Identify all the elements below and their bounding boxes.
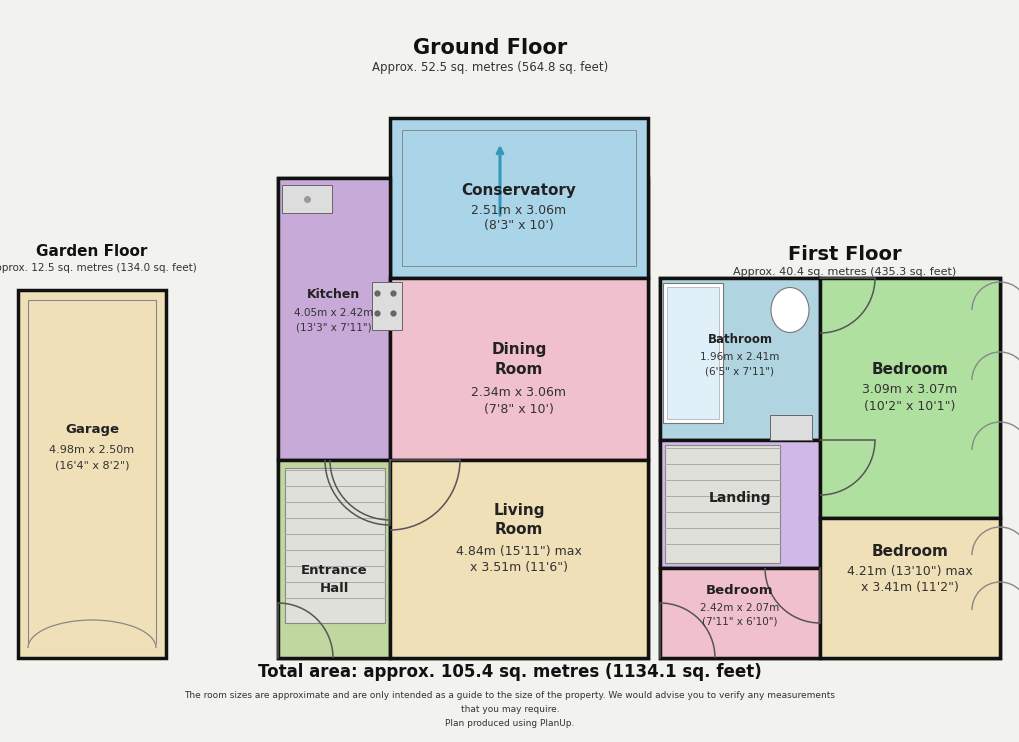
Text: Plan produced using PlanUp.: Plan produced using PlanUp. — [445, 720, 574, 729]
Bar — [278, 178, 647, 658]
Text: Hall: Hall — [319, 582, 348, 594]
Text: Kitchen: Kitchen — [307, 289, 361, 301]
Text: x 3.51m (11'6"): x 3.51m (11'6") — [470, 562, 568, 574]
Text: Sales  and  Lettings: Sales and Lettings — [313, 516, 586, 544]
Text: 2.42m x 2.07m: 2.42m x 2.07m — [700, 603, 779, 613]
Text: Room: Room — [494, 522, 543, 537]
Text: Ground Floor: Ground Floor — [413, 38, 567, 58]
Bar — [819, 518, 999, 658]
Bar — [284, 468, 384, 623]
Text: Bathroom: Bathroom — [707, 333, 771, 347]
Text: Approx. 52.5 sq. metres (564.8 sq. feet): Approx. 52.5 sq. metres (564.8 sq. feet) — [372, 62, 607, 74]
Text: Bedroom: Bedroom — [870, 363, 948, 378]
Text: Garden Floor: Garden Floor — [37, 245, 148, 260]
Text: x 3.41m (11'2"): x 3.41m (11'2") — [860, 582, 958, 594]
Bar — [819, 278, 999, 518]
Text: 2.34m x 3.06m: 2.34m x 3.06m — [471, 387, 566, 399]
Bar — [401, 130, 636, 266]
Circle shape — [330, 290, 649, 610]
Text: 1.96m x 2.41m: 1.96m x 2.41m — [700, 352, 779, 362]
Bar — [372, 282, 401, 330]
Bar — [659, 278, 999, 658]
Text: 4.84m (15'11") max: 4.84m (15'11") max — [455, 545, 582, 559]
Bar — [278, 460, 389, 658]
Text: (10'2" x 10'1"): (10'2" x 10'1") — [863, 401, 955, 413]
Bar — [278, 178, 389, 460]
Bar — [659, 440, 819, 568]
Bar — [666, 287, 718, 419]
Text: Bedroom: Bedroom — [870, 545, 948, 559]
Bar — [389, 278, 647, 460]
Ellipse shape — [770, 287, 808, 332]
Text: Room: Room — [494, 363, 543, 378]
Text: (7'11" x 6'10"): (7'11" x 6'10") — [701, 617, 777, 627]
Bar — [28, 300, 156, 648]
Text: that you may require.: that you may require. — [461, 706, 558, 715]
Text: Living: Living — [493, 502, 544, 517]
Text: 4.05m x 2.42m: 4.05m x 2.42m — [294, 308, 373, 318]
Text: (6'5" x 7'11"): (6'5" x 7'11") — [705, 367, 773, 377]
Text: (7'8" x 10'): (7'8" x 10') — [484, 404, 553, 416]
Bar — [281, 185, 331, 213]
Bar — [659, 278, 819, 440]
Text: Approx. 12.5 sq. metres (134.0 sq. feet): Approx. 12.5 sq. metres (134.0 sq. feet) — [0, 263, 197, 273]
Text: 3.09m x 3.07m: 3.09m x 3.07m — [861, 384, 957, 396]
Text: Landing: Landing — [708, 491, 770, 505]
Text: The room sizes are approximate and are only intended as a guide to the size of t: The room sizes are approximate and are o… — [184, 691, 835, 700]
Bar — [769, 415, 811, 440]
Text: 2.51m x 3.06m: 2.51m x 3.06m — [471, 203, 566, 217]
Text: Total area: approx. 105.4 sq. metres (1134.1 sq. feet): Total area: approx. 105.4 sq. metres (11… — [258, 663, 761, 681]
Text: 4.21m (13'10") max: 4.21m (13'10") max — [847, 565, 972, 579]
Bar — [662, 283, 722, 423]
Text: Entrance: Entrance — [301, 563, 367, 577]
Text: (16'4" x 8'2"): (16'4" x 8'2") — [55, 461, 129, 471]
Text: Tristan's: Tristan's — [340, 456, 579, 504]
Bar — [659, 568, 819, 658]
Text: Conservatory: Conservatory — [462, 183, 576, 197]
Bar — [664, 445, 780, 563]
Bar — [389, 460, 647, 658]
Text: 4.98m x 2.50m: 4.98m x 2.50m — [49, 445, 135, 455]
Text: (13'3" x 7'11"): (13'3" x 7'11") — [296, 323, 372, 333]
Text: Garage: Garage — [65, 424, 119, 436]
Text: Approx. 40.4 sq. metres (435.3 sq. feet): Approx. 40.4 sq. metres (435.3 sq. feet) — [733, 267, 956, 277]
Bar — [18, 290, 166, 658]
Text: (8'3" x 10'): (8'3" x 10') — [484, 220, 553, 232]
Bar — [389, 118, 647, 278]
Text: First Floor: First Floor — [788, 246, 901, 264]
Text: Dining: Dining — [491, 343, 546, 358]
Text: Bedroom: Bedroom — [705, 583, 773, 597]
